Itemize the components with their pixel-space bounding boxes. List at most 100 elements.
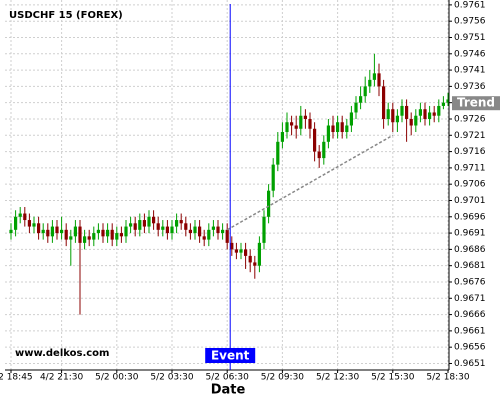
candle-body (354, 102, 358, 113)
candle-body (115, 233, 119, 240)
x-tick-label: 4/2 18:45 (0, 373, 33, 383)
candle-body (27, 220, 31, 227)
y-tick-label: 0.9761 (454, 0, 486, 10)
candle-body (441, 102, 445, 106)
x-tick-label: 5/2 03:30 (150, 373, 194, 383)
y-tick-label: 0.9671 (454, 294, 486, 304)
x-tick-label: 5/2 15:30 (371, 373, 415, 383)
candle-body (78, 226, 82, 243)
trend-line (226, 134, 394, 231)
y-tick-label: 0.9691 (454, 229, 486, 239)
x-tick-label: 5/2 18:30 (426, 373, 470, 383)
candle-body (326, 125, 330, 142)
candle-body (60, 229, 64, 234)
candle-body (409, 118, 413, 126)
candle-body (253, 262, 257, 266)
y-tick-label: 0.9706 (454, 180, 486, 190)
y-tick-label: 0.9711 (454, 163, 486, 173)
candle-body (382, 86, 386, 119)
candle-body (395, 115, 399, 123)
y-tick-label: 0.9726 (454, 114, 486, 124)
candle-body (257, 242, 261, 266)
candle-body (244, 249, 248, 256)
candle-body (322, 141, 326, 159)
y-tick-label: 0.9686 (454, 245, 486, 255)
candle-body (345, 125, 349, 133)
candle-body (69, 236, 73, 240)
candle-body (32, 223, 36, 227)
candle-body (202, 236, 206, 240)
candle-body (299, 115, 303, 129)
trend-label-box (452, 96, 500, 111)
candle-body (175, 220, 179, 227)
x-tick-label: 5/2 06:30 (206, 373, 250, 383)
candle-body (368, 79, 372, 87)
y-axis: 0.9651 0.9656 0.9661 0.9666 0.9671 0.9676 0.96… (449, 0, 486, 369)
trend-label: Trend (457, 96, 495, 110)
candle-body (83, 236, 87, 243)
candle-body (124, 226, 128, 237)
candle-body (23, 213, 27, 221)
event-label: Event (211, 349, 250, 363)
candle-body (138, 220, 142, 230)
x-tick-label: 5/2 09:30 (261, 373, 305, 383)
candle-body (336, 122, 340, 133)
y-tick-label: 0.9751 (454, 33, 486, 43)
candle-body (414, 115, 418, 126)
candle-body (147, 216, 151, 227)
y-tick-label: 0.9741 (454, 66, 486, 76)
x-tick-label: 5/2 12:30 (316, 373, 360, 383)
candle-body (211, 226, 215, 230)
candle-body (106, 229, 110, 237)
candle-body (198, 226, 202, 237)
candle-body (96, 229, 100, 234)
candle-body (290, 122, 294, 126)
candle-body (423, 109, 427, 119)
candle-body (110, 229, 114, 240)
candle-body (276, 141, 280, 165)
y-tick-label: 0.9661 (454, 326, 486, 336)
plot (9, 53, 449, 315)
y-tick-label: 0.9746 (454, 49, 486, 59)
candle-body (179, 220, 183, 224)
candle-body (133, 223, 137, 230)
candle-body (303, 115, 307, 119)
candle-body (156, 223, 160, 230)
candle-body (207, 229, 211, 240)
candle-body (418, 109, 422, 116)
event-label-box (205, 348, 256, 363)
candle-body (152, 216, 156, 224)
x-axis-title: Date (211, 383, 246, 398)
candle-body (349, 112, 353, 126)
candle-body (428, 112, 432, 119)
candle-body (230, 242, 234, 250)
y-tick-label: 0.9756 (454, 17, 486, 27)
y-tick-label: 0.9676 (454, 277, 486, 287)
candle-body (340, 122, 344, 133)
candle-body (294, 125, 298, 129)
watermark: www.delkos.com (15, 348, 109, 359)
candle-body (432, 112, 436, 116)
candle-body (119, 233, 123, 237)
candle-body (331, 125, 335, 133)
y-tick-label: 0.9721 (454, 131, 486, 141)
candle-body (262, 216, 266, 243)
candle-body (308, 118, 312, 129)
candle-body (50, 226, 54, 237)
candle-body (285, 122, 289, 133)
candle-body (216, 226, 220, 234)
candle-body (92, 233, 96, 240)
y-tick-label: 0.9656 (454, 343, 486, 353)
candle-body (372, 73, 376, 80)
candle-body (193, 226, 197, 234)
y-tick-label: 0.9736 (454, 82, 486, 92)
y-tick-label: 0.9666 (454, 310, 486, 320)
candle-body (55, 226, 59, 234)
candle-body (142, 220, 146, 227)
x-tick-label: 5/2 00:30 (95, 373, 139, 383)
candle-body (359, 96, 363, 103)
y-tick-label: 0.9681 (454, 261, 486, 271)
candle-body (313, 128, 317, 152)
candle-body (188, 229, 192, 234)
